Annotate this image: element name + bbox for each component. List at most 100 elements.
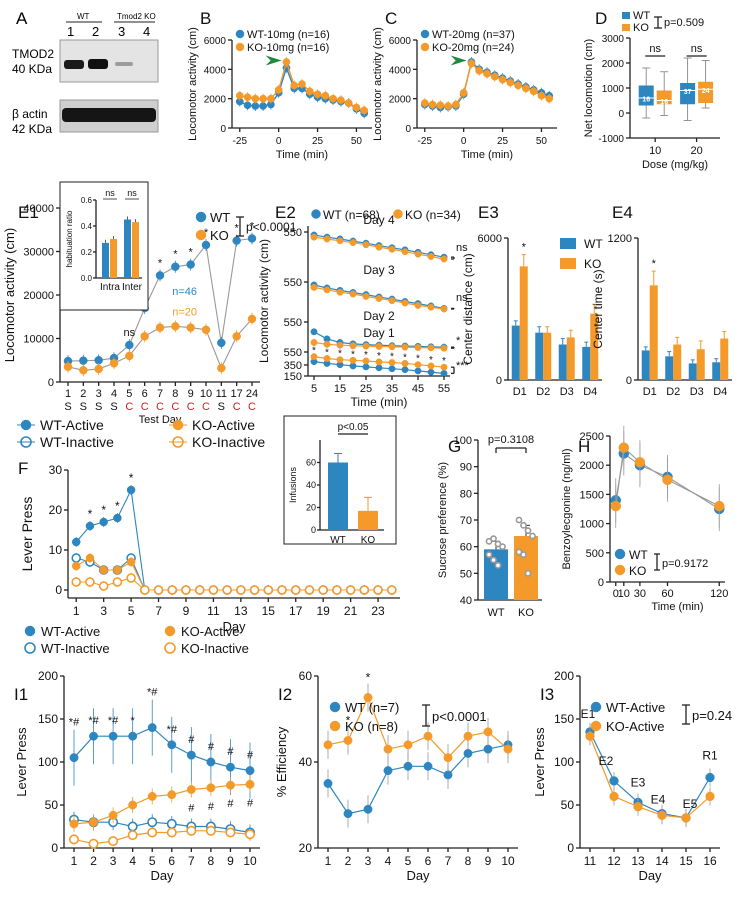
chart-e3-ylabel: Center distance (cm) (461, 253, 475, 364)
chart-e2-ytick-label: 350 (284, 360, 302, 372)
chart-e2-sig-label: * (456, 335, 461, 347)
panel-label-g: G (448, 437, 461, 456)
chart-e1-pvalue: p<0.0001 (246, 220, 297, 234)
chart-i2-xtick-label: 1 (325, 854, 332, 868)
chart-e3-bar (558, 344, 567, 380)
chart-f-sig-label: * (115, 499, 120, 513)
chart-i1-point (147, 791, 157, 801)
chart-e1-n-wt: n=46 (172, 286, 197, 298)
panel-label-i1: I1 (14, 685, 28, 704)
chart-f-legend-label: KO-Active (192, 417, 255, 433)
chart-i1-legend-marker (24, 625, 36, 637)
chart-i3-xtick-label: 13 (631, 854, 645, 868)
chart-e1-session-label: S (95, 401, 102, 413)
chart-c-point (537, 91, 546, 100)
panel-label-d: D (595, 9, 607, 28)
chart-e4-xtick-label: D3 (690, 386, 704, 398)
chart-f-inset-ytick-label: 60 (306, 458, 316, 468)
chart-e3-bar (511, 325, 520, 380)
chart-e2-day1-sig-label: * (442, 356, 446, 367)
chart-b-point (360, 106, 369, 115)
chart-i1-point (128, 731, 138, 741)
chart-e3-bar (543, 332, 552, 380)
chart-e2-point (388, 359, 396, 366)
chart-c-point (529, 87, 538, 96)
chart-e2-point (323, 340, 331, 348)
chart-d-ns-label: ns (649, 43, 661, 55)
chart-d-box (638, 85, 654, 106)
chart-c-xtick-label: -25 (418, 136, 433, 147)
panel-label-b: B (200, 9, 211, 28)
chart-e4-sig-label: * (652, 258, 657, 270)
chart-d-ytick-label: -1000 (598, 134, 624, 145)
chart-d-ylabel: Net locomotion (cm) (583, 39, 595, 137)
chart-c-xlabel: Time (min) (461, 149, 513, 161)
chart-e1-inset-bar (132, 222, 139, 278)
chart-e1-xtick-label: 1 (65, 388, 71, 400)
chart-i2-point (443, 770, 453, 780)
lane-2: 2 (92, 24, 99, 39)
panel-label-i2: I2 (278, 685, 292, 704)
chart-h-ylabel: Benzoylecgonine (ng/ml) (561, 448, 573, 569)
chart-e3-legend-ko-swatch (560, 258, 576, 269)
chart-i1-legend-marker (164, 625, 176, 637)
chart-e2-day1-sig-label: * (364, 350, 368, 361)
chart-h-xtick-label: 60 (661, 588, 673, 600)
chart-g-ylabel: Sucrose preference (%) (437, 462, 449, 578)
chart-f-xtick-label: 11 (207, 604, 220, 618)
chart-c-point (498, 75, 507, 84)
chart-e1-sig-label: * (158, 257, 163, 269)
chart-i1-sig-label: # (247, 750, 254, 762)
chart-e3-legend-wt-swatch (560, 238, 576, 249)
chart-i1-point (166, 827, 177, 838)
chart-i2-ytick-label: 20 (299, 841, 313, 855)
chart-i1-point (88, 838, 99, 849)
chart-e1-inset-ns-label: ns (127, 188, 137, 198)
chart-f-point (332, 585, 342, 595)
chart-i3-point (585, 731, 595, 741)
chart-e3-bar (535, 332, 544, 380)
panel-label-f: F (18, 459, 28, 478)
chart-d-box-n-label: 16 (642, 97, 650, 104)
blot-row2-kda: 42 KDa (12, 122, 52, 136)
chart-i3-ytick-label: 50 (561, 798, 575, 812)
chart-f-point (249, 585, 260, 595)
chart-f-sig-label: * (88, 507, 93, 521)
chart-i2-point (343, 809, 353, 819)
chart-h-xlabel: Time (min) (651, 601, 703, 613)
chart-e1-xtick-label: 5 (126, 388, 132, 400)
chart-f-point (386, 585, 397, 595)
chart-f-point (98, 581, 109, 591)
chart-i1-point (206, 783, 216, 793)
chart-f-ytick-label: 30 (49, 463, 63, 477)
chart-f-point (85, 521, 95, 531)
chart-e2-xtick-label: 35 (386, 383, 398, 395)
panel-label-e3: E3 (478, 203, 499, 222)
chart-e2-point (414, 367, 422, 375)
chart-i1-xtick-label: 3 (110, 854, 117, 868)
chart-i1-legend-marker (24, 642, 36, 654)
chart-f-xtick-label: 17 (289, 604, 303, 618)
chart-e1-inset-bar (110, 239, 117, 278)
chart-i1-point (225, 762, 235, 772)
chart-i3-annotation: E2 (599, 754, 614, 768)
chart-i1-xtick-label: 10 (243, 854, 257, 868)
chart-e2-point (427, 362, 435, 370)
chart-i1-point (89, 817, 99, 827)
chart-f-point (113, 513, 122, 523)
chart-e2-point (388, 343, 396, 351)
chart-e2-point (388, 365, 396, 373)
chart-e1-point (217, 363, 226, 373)
chart-e1-session-label: C (171, 401, 179, 413)
chart-e1-xtick-label: 3 (96, 388, 102, 400)
chart-e2-point (310, 283, 318, 291)
chart-i1-ytick-label: 200 (38, 669, 58, 683)
chart-i1-point (166, 818, 177, 829)
chart-i1-legend-label: KO-Inactive (181, 641, 249, 656)
chart-e1-inset-xtick-label: Intra (100, 282, 120, 293)
chart-g-datapoint (485, 551, 493, 559)
chart-i2-xlabel: Day (406, 868, 430, 883)
chart-i1-sig-label: *# (69, 717, 80, 729)
chart-i1-ytick-label: 0 (51, 841, 58, 855)
chart-e2-point (349, 356, 357, 364)
